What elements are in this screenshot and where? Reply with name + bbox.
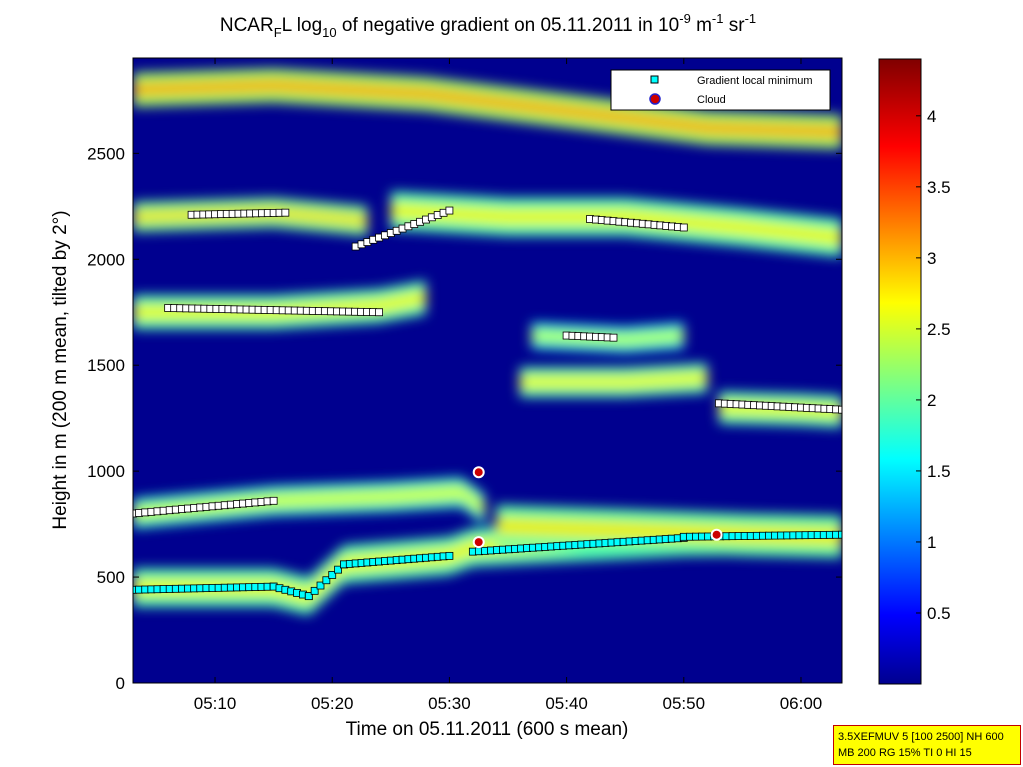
colorbar-ticks: 0.5 1 1.5 2 2.5 3 3.5 4 bbox=[916, 107, 951, 623]
x-axis: 05:10 05:20 05:30 05:40 05:50 06:00 bbox=[194, 58, 822, 713]
x-tick-label: 05:50 bbox=[663, 694, 706, 713]
x-axis-title: Time on 05.11.2011 (600 s mean) bbox=[346, 719, 629, 740]
cloud-point bbox=[472, 466, 485, 479]
legend-marker-square bbox=[650, 75, 659, 84]
x-tick-label: 05:10 bbox=[194, 694, 237, 713]
cloud-point bbox=[472, 536, 485, 549]
chart-title: NCARFL log10 of negative gradient on 05.… bbox=[220, 11, 756, 40]
legend-box bbox=[610, 69, 831, 111]
gradient-minimum-point bbox=[281, 208, 290, 217]
colorbar-tick-label: 2.5 bbox=[927, 320, 951, 339]
legend-label-cloud: Cloud bbox=[697, 94, 726, 106]
colorbar-tick-label: 3.5 bbox=[927, 178, 951, 197]
colorbar-tick-label: 1.5 bbox=[927, 462, 951, 481]
colorbar-tick-label: 1 bbox=[927, 533, 936, 552]
x-tick-label: 05:30 bbox=[428, 694, 471, 713]
y-tick-label: 500 bbox=[97, 568, 125, 587]
legend-label-gradient: Gradient local minimum bbox=[697, 75, 813, 87]
gradient-minimum-point bbox=[310, 586, 319, 595]
legend-marker-circle bbox=[649, 93, 661, 105]
heatmap-core-6 bbox=[133, 77, 842, 140]
y-tick-label: 1500 bbox=[87, 356, 125, 375]
y-axis: 0 500 1000 1500 2000 2500 bbox=[87, 144, 842, 693]
gradient-minimum-point bbox=[334, 565, 342, 574]
gradient-minimum-point bbox=[316, 581, 325, 590]
plot-frame bbox=[132, 57, 843, 684]
cloud-point bbox=[710, 528, 723, 541]
gradient-minimum-point bbox=[328, 571, 337, 579]
heatmap-core-1 bbox=[133, 485, 485, 521]
x-tick-label: 05:20 bbox=[311, 694, 354, 713]
gradient-minimum-point bbox=[304, 592, 313, 601]
info-line-2: MB 200 RG 15% TI 0 HI 15 bbox=[838, 747, 972, 759]
colorbar-tick-label: 0.5 bbox=[927, 604, 951, 623]
heatmap-core-7 bbox=[519, 371, 708, 389]
colorbar-tick-label: 2 bbox=[927, 391, 936, 410]
info-line-1: 3.5XEFMUV 5 [100 2500] NH 600 bbox=[838, 731, 1004, 743]
x-tick-label: 05:40 bbox=[545, 694, 588, 713]
colorbar bbox=[878, 58, 922, 685]
gradient-minimum-point bbox=[445, 551, 454, 560]
gradient-minimum-point bbox=[269, 496, 278, 505]
colorbar-tick-label: 3 bbox=[927, 249, 936, 268]
marker-layer bbox=[133, 206, 842, 601]
legend: Gradient local minimum Cloud bbox=[610, 69, 831, 111]
y-tick-label: 2000 bbox=[87, 250, 125, 269]
x-tick-label: 06:00 bbox=[780, 694, 823, 713]
colorbar-tick-label: 4 bbox=[927, 107, 936, 126]
y-tick-label: 2500 bbox=[87, 144, 125, 163]
gradient-minimum-point bbox=[322, 576, 331, 585]
gradient-minimum-point bbox=[838, 530, 842, 539]
gradient-minimum-point bbox=[838, 405, 842, 414]
y-tick-label: 0 bbox=[116, 674, 125, 693]
y-tick-label: 1000 bbox=[87, 462, 125, 481]
y-axis-title: Height in m (200 m mean, tilted by 2°) bbox=[50, 210, 71, 529]
gradient-minimum-point bbox=[679, 223, 688, 232]
gradient-minimum-point bbox=[609, 333, 618, 342]
gradient-minimum-point bbox=[375, 308, 383, 317]
gradient-minimum-point bbox=[445, 206, 454, 215]
settings-info-box: 3.5XEFMUV 5 [100 2500] NH 600 MB 200 RG … bbox=[833, 725, 1021, 765]
